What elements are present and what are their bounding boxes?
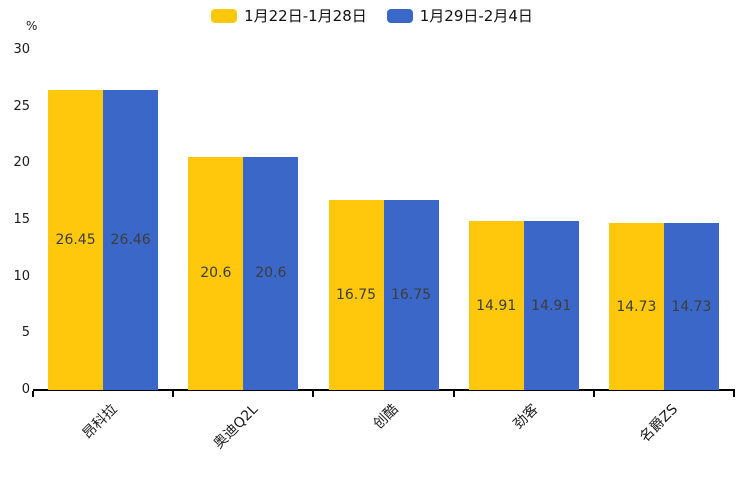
bar-value-label: 26.45	[55, 232, 96, 249]
bar-value-label: 14.73	[671, 298, 712, 315]
bar-名爵ZS-series-2[interactable]: 14.73	[663, 223, 719, 390]
bar-昂科拉-series-2[interactable]: 26.46	[103, 90, 159, 390]
y-axis-tick-label: 20	[13, 155, 30, 171]
bar-奥迪Q2L-series-1[interactable]: 20.6	[188, 156, 244, 390]
x-axis-line	[33, 389, 735, 391]
y-axis-tick-label: 0	[21, 382, 30, 397]
bar-value-label: 26.46	[110, 232, 151, 249]
x-axis-tick	[733, 391, 735, 397]
legend: 1月22日-1月28日 1月29日-2月4日	[0, 7, 744, 25]
x-axis-tick	[32, 391, 34, 397]
y-axis-tick-label: 10	[13, 268, 30, 284]
legend-label-period-1: 1月22日-1月28日	[244, 7, 367, 25]
bar-value-label: 20.6	[200, 265, 232, 282]
x-axis-tick	[172, 391, 175, 397]
y-axis-unit-label: %	[26, 19, 38, 33]
legend-swatch-period-2	[386, 9, 413, 23]
x-axis-tick	[592, 391, 595, 397]
bar-value-label: 14.73	[616, 298, 657, 315]
legend-item-period-2[interactable]: 1月29日-2月4日	[386, 7, 533, 25]
y-axis-tick-label: 30	[13, 42, 30, 57]
bar-昂科拉-series-1[interactable]: 26.45	[48, 90, 104, 390]
bar-奥迪Q2L-series-2[interactable]: 20.6	[243, 156, 299, 390]
legend-swatch-period-1	[211, 9, 238, 23]
x-axis-category-label: 劲客	[510, 401, 542, 433]
x-axis-category-label: 昂科拉	[79, 401, 121, 443]
y-axis-tick-label: 5	[21, 325, 30, 341]
x-axis-category-label: 奥迪Q2L	[210, 401, 261, 453]
bar-value-label: 16.75	[335, 287, 377, 304]
bar-value-label: 14.91	[476, 297, 517, 314]
x-axis-tick	[452, 391, 455, 397]
bar-创酷-series-1[interactable]: 16.75	[328, 200, 384, 390]
x-axis-category-label: 创酷	[370, 401, 402, 433]
bar-劲客-series-2[interactable]: 14.91	[523, 221, 579, 390]
bar-创酷-series-2[interactable]: 16.75	[383, 200, 439, 390]
bar-value-label: 16.75	[390, 287, 432, 304]
legend-item-period-1[interactable]: 1月22日-1月28日	[211, 7, 367, 25]
legend-label-period-2: 1月29日-2月4日	[419, 7, 533, 25]
y-axis-tick-label: 25	[13, 98, 30, 114]
bar-value-label: 20.6	[255, 265, 287, 282]
bar-value-label: 14.91	[531, 297, 572, 314]
x-axis-tick	[312, 391, 315, 397]
y-axis-tick-label: 15	[13, 212, 30, 227]
bar-劲客-series-1[interactable]: 14.91	[468, 221, 524, 390]
bar-名爵ZS-series-1[interactable]: 14.73	[608, 223, 664, 390]
x-axis-category-label: 名爵ZS	[637, 401, 682, 446]
